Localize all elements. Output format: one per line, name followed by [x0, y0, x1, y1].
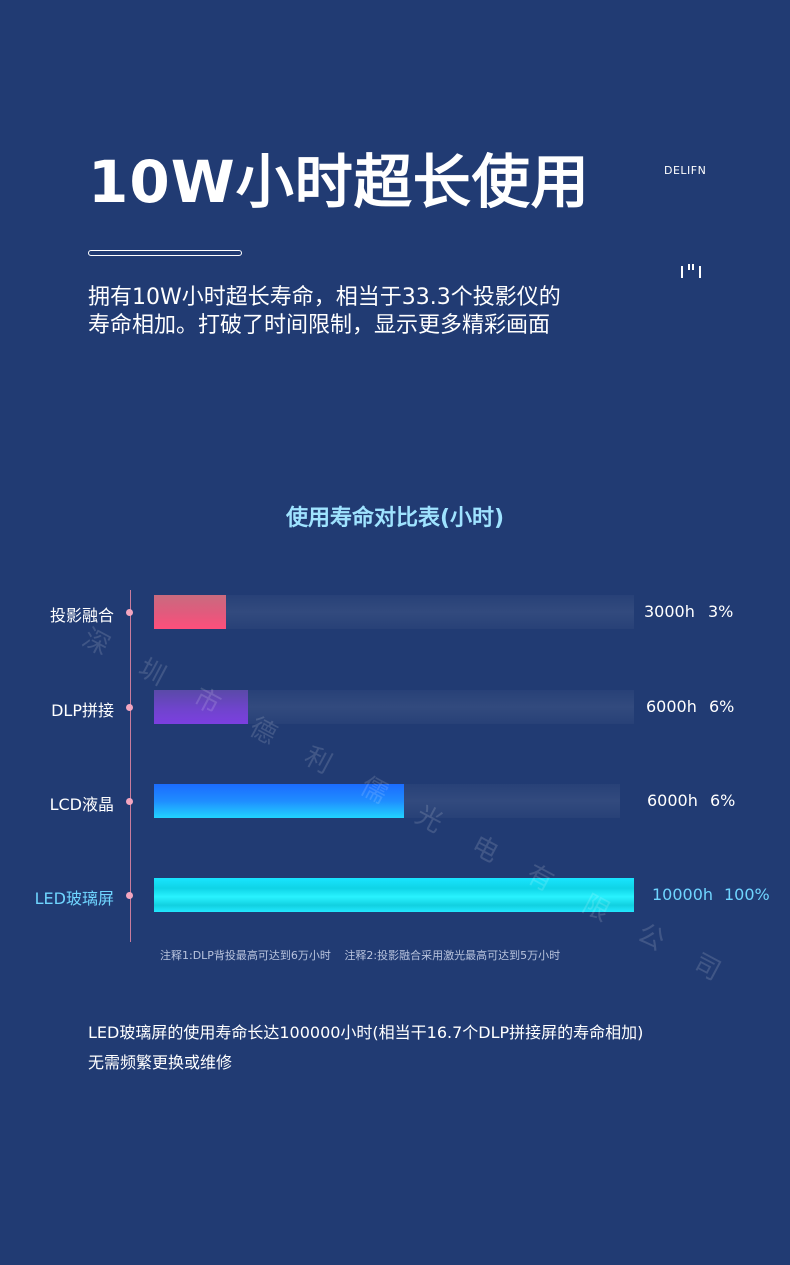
brand-text: DELIFN: [664, 164, 707, 177]
summary-line: LED玻璃屏的使用寿命长达100000小时(相当干16.7个DLP拼接屏的寿命相…: [88, 1023, 644, 1042]
bar: [154, 595, 226, 629]
value-label: 6000h: [647, 791, 698, 810]
chart-note: 注释2:投影融合采用激光最高可达到5万小时: [344, 949, 561, 962]
summary: LED玻璃屏的使用寿命长达100000小时(相当干16.7个DLP拼接屏的寿命相…: [88, 1018, 643, 1078]
chart-notes: 注释1:DLP背投最高可达到6万小时 注释2:投影融合采用激光最高可达到5万小时: [160, 947, 560, 963]
bar: [154, 878, 634, 912]
brand-mark-icon: [681, 264, 701, 278]
percent-label: 3%: [708, 602, 734, 621]
value-label: 10000h: [652, 885, 714, 904]
bar-track: [154, 595, 634, 629]
summary-line: 无需频繁更换或维修: [88, 1053, 233, 1072]
percent-label: 100%: [724, 885, 770, 904]
chart-title: 使用寿命对比表(小时): [285, 506, 505, 531]
watermark-char: 电: [466, 830, 504, 870]
watermark-char: 司: [688, 948, 726, 988]
chart-note: 注释1:DLP背投最高可达到6万小时: [160, 949, 331, 962]
page-title: 10W小时超长使用: [88, 148, 590, 216]
value-label: 6000h: [646, 697, 697, 716]
title-underline: [88, 250, 242, 256]
description-line: 寿命相加。打破了时间限制，显示更多精彩画面: [88, 313, 551, 338]
description-line: 拥有10W小时超长寿命，相当于33.3个投影仪的: [88, 285, 561, 310]
description: 拥有10W小时超长寿命，相当于33.3个投影仪的 寿命相加。打破了时间限制，显示…: [88, 284, 648, 340]
bar: [154, 690, 248, 724]
category-dot: [126, 704, 133, 711]
category-label: LED玻璃屏: [34, 889, 114, 908]
category-label: 投影融合: [49, 606, 114, 625]
category-dot: [126, 609, 133, 616]
category-label: LCD液晶: [49, 795, 114, 814]
watermark-char: 圳: [133, 653, 171, 693]
watermark-char: 利: [299, 741, 337, 781]
chart-axis-line: [130, 590, 131, 942]
category-dot: [126, 798, 133, 805]
percent-label: 6%: [710, 791, 736, 810]
watermark-char: 公: [632, 918, 670, 958]
category-dot: [126, 892, 133, 899]
percent-label: 6%: [709, 697, 735, 716]
category-label: DLP拼接: [51, 701, 114, 720]
bar: [154, 784, 404, 818]
value-label: 3000h: [644, 602, 695, 621]
